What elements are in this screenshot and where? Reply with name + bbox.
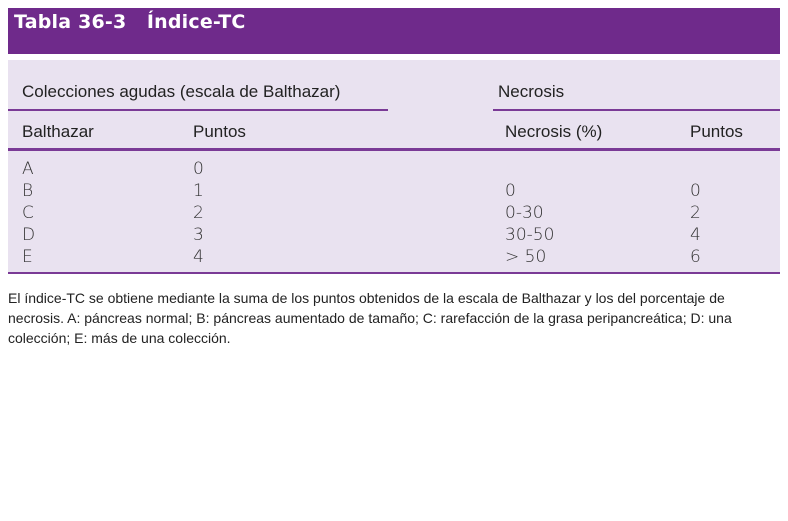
- group-header-necrosis: Necrosis: [498, 82, 565, 101]
- table-cell: 4: [193, 247, 204, 267]
- table-cell: 3: [193, 225, 204, 245]
- table-cell: B: [22, 181, 34, 201]
- table-cell: > 50: [505, 247, 547, 267]
- table-cell: 0: [505, 181, 516, 201]
- table-cell: 1: [193, 181, 204, 201]
- bottom-divider: [8, 272, 780, 274]
- table-cell: 0: [193, 159, 204, 179]
- table-cell: 0-30: [505, 203, 544, 223]
- table-cell: E: [22, 247, 33, 267]
- column-header: Necrosis (%): [505, 122, 603, 141]
- table-cell: 2: [690, 203, 701, 223]
- divider: [493, 109, 780, 111]
- footnote-line: El índice-TC se obtiene mediante la suma…: [8, 290, 725, 306]
- table-cell: 4: [690, 225, 701, 245]
- column-header: Puntos: [193, 122, 246, 141]
- table-title: Tabla 36-3 Índice-TC: [14, 11, 246, 33]
- column-header: Balthazar: [22, 122, 94, 141]
- footnote-line: necrosis. A: páncreas normal; B: páncrea…: [8, 310, 732, 326]
- table-cell: C: [22, 203, 34, 223]
- table-title-bar: [8, 8, 780, 54]
- header-divider: [8, 148, 780, 151]
- divider: [8, 109, 388, 111]
- footnote-line: colección; E: más de una colección.: [8, 330, 231, 346]
- group-header-colecciones: Colecciones agudas (escala de Balthazar): [22, 82, 341, 101]
- table-cell: A: [22, 159, 34, 179]
- table-body: [8, 60, 780, 273]
- table-cell: 0: [690, 181, 701, 201]
- table-cell: 2: [193, 203, 204, 223]
- table-cell: D: [22, 225, 36, 245]
- table-cell: 6: [690, 247, 701, 267]
- column-header: Puntos: [690, 122, 743, 141]
- table-cell: 30-50: [505, 225, 555, 245]
